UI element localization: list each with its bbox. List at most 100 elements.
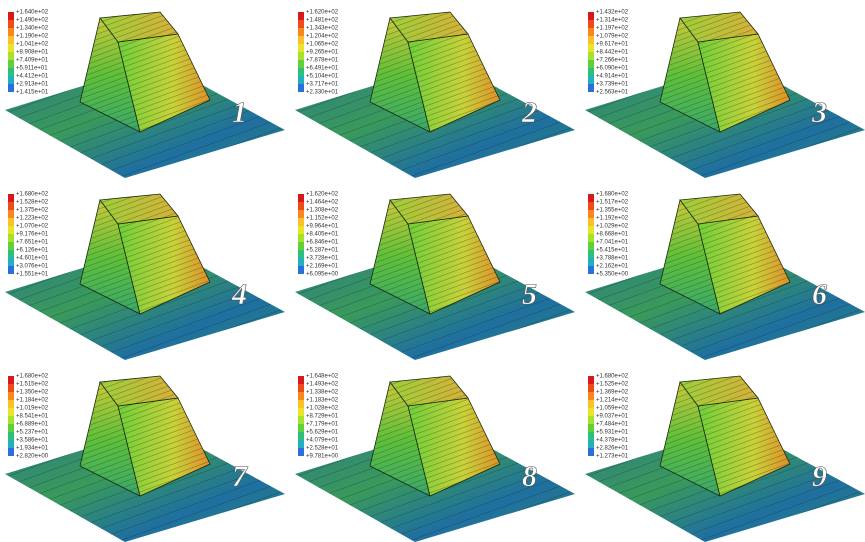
panel: +1.680e+02+1.517e+02+1.355e+02+1.192e+02… <box>585 192 865 360</box>
legend-label: +5.350e+00 <box>596 272 629 278</box>
legend-swatch <box>588 36 594 44</box>
legend-label: +1.680e+02 <box>596 192 629 198</box>
legend-swatch <box>298 36 304 44</box>
legend-label: +4.079e+01 <box>306 438 339 444</box>
legend-swatch <box>8 226 14 234</box>
legend-swatch <box>298 242 304 250</box>
legend-swatch <box>298 376 304 384</box>
legend-swatch <box>8 234 14 242</box>
legend-label: +6.090e+01 <box>596 66 629 72</box>
legend-swatch <box>298 218 304 226</box>
legend-swatch <box>8 408 14 416</box>
legend-swatch <box>8 52 14 60</box>
panel-number: 4 <box>231 278 247 311</box>
legend-swatch <box>588 376 594 384</box>
legend-swatch <box>8 20 14 28</box>
panel-number: 6 <box>812 278 827 311</box>
legend-label: +1.551e+01 <box>16 272 49 278</box>
legend-label: +8.442e+01 <box>596 50 629 56</box>
legend-label: +5.415e+01 <box>596 248 629 254</box>
legend-swatch <box>8 384 14 392</box>
legend-label: +1.223e+02 <box>16 216 49 222</box>
legend-swatch <box>8 202 14 210</box>
legend-label: +3.717e+01 <box>306 82 339 88</box>
legend-label: +1.029e+02 <box>596 224 629 230</box>
legend-label: +2.913e+01 <box>16 82 49 88</box>
legend-label: +1.620e+02 <box>306 10 339 16</box>
legend-label: +1.680e+02 <box>16 374 49 380</box>
legend-label: +1.680e+02 <box>596 374 629 380</box>
legend-swatch <box>298 448 304 456</box>
legend-label: +2.528e+01 <box>306 446 339 452</box>
legend-swatch <box>8 36 14 44</box>
legend-swatch <box>298 68 304 76</box>
legend-label: +8.668e+01 <box>596 232 629 238</box>
legend-label: +3.586e+01 <box>16 438 49 444</box>
legend-swatch <box>588 242 594 250</box>
legend-label: +4.914e+01 <box>596 74 629 80</box>
panel-number: 1 <box>232 96 247 129</box>
legend-swatch <box>8 266 14 274</box>
legend-swatch <box>588 448 594 456</box>
legend-swatch <box>588 384 594 392</box>
legend-swatch <box>588 258 594 266</box>
legend-swatch <box>298 84 304 92</box>
legend-swatch <box>8 432 14 440</box>
legend-label: +1.640e+02 <box>16 10 49 16</box>
legend-swatch <box>8 424 14 432</box>
legend-label: +6.491e+01 <box>306 66 339 72</box>
legend-label: +1.308e+02 <box>306 208 339 214</box>
legend-label: +3.739e+01 <box>596 82 629 88</box>
legend-label: +5.931e+01 <box>596 430 629 436</box>
legend-label: +8.541e+01 <box>16 414 49 420</box>
legend-label: +7.409e+01 <box>16 58 49 64</box>
legend-label: +1.648e+02 <box>306 374 339 380</box>
legend-swatch <box>8 84 14 92</box>
legend-label: +1.525e+02 <box>596 382 629 388</box>
legend-label: +2.162e+01 <box>596 264 629 270</box>
legend-label: +9.781e+00 <box>306 454 339 460</box>
panel: +1.680e+02+1.528e+02+1.375e+02+1.223e+02… <box>5 192 285 360</box>
legend-label: +2.169e+01 <box>306 264 339 270</box>
legend-label: +1.481e+02 <box>306 18 339 24</box>
legend-swatch <box>8 44 14 52</box>
legend-label: +1.019e+02 <box>16 406 49 412</box>
legend-label: +1.197e+02 <box>596 26 629 32</box>
legend-swatch <box>588 440 594 448</box>
legend-swatch <box>8 400 14 408</box>
legend-swatch <box>588 202 594 210</box>
panel-number: 9 <box>812 460 827 493</box>
legend-label: +1.152e+02 <box>306 216 339 222</box>
legend-label: +1.041e+02 <box>16 42 49 48</box>
legend-label: +8.908e+01 <box>16 50 49 56</box>
legend-swatch <box>8 242 14 250</box>
legend-swatch <box>8 28 14 36</box>
legend-swatch <box>8 76 14 84</box>
legend-swatch <box>588 52 594 60</box>
panel-number: 8 <box>522 460 537 493</box>
legend-label: +5.287e+01 <box>306 248 339 254</box>
panel-number: 2 <box>521 96 537 129</box>
legend-label: +1.493e+02 <box>306 382 339 388</box>
legend-swatch <box>588 432 594 440</box>
legend-label: +5.911e+01 <box>16 66 48 72</box>
legend-label: +1.490e+02 <box>16 18 49 24</box>
legend-swatch <box>298 202 304 210</box>
legend-swatch <box>298 440 304 448</box>
legend-swatch <box>298 258 304 266</box>
legend-swatch <box>588 392 594 400</box>
legend-label: +6.095e+00 <box>306 272 339 278</box>
legend-swatch <box>588 226 594 234</box>
legend-swatch <box>298 408 304 416</box>
legend-swatch <box>8 68 14 76</box>
legend-swatch <box>588 84 594 92</box>
legend-label: +3.788e+01 <box>596 256 629 262</box>
legend-swatch <box>298 44 304 52</box>
legend-swatch <box>588 250 594 258</box>
panel-number: 5 <box>522 278 537 311</box>
legend-label: +1.314e+02 <box>596 18 629 24</box>
legend-swatch <box>298 424 304 432</box>
legend-label: +1.528e+02 <box>16 200 49 206</box>
legend-swatch <box>588 28 594 36</box>
legend-swatch <box>298 52 304 60</box>
